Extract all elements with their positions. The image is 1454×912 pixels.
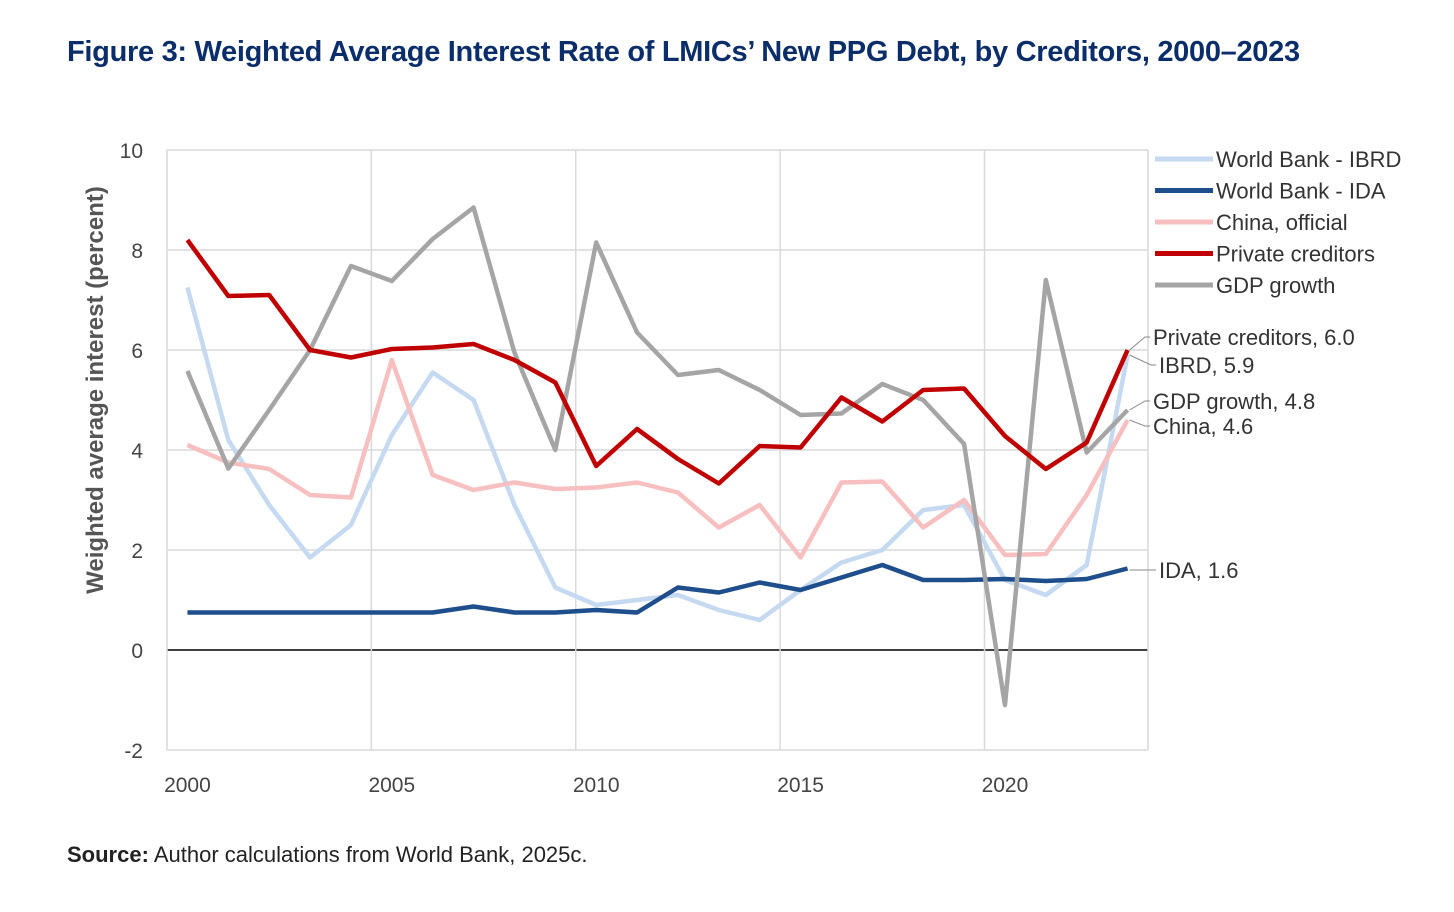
series-line-world-bank-ibrd: [185, 286, 1130, 623]
series-line-world-bank-ida: [187, 562, 1129, 615]
y-tick-label: 10: [120, 140, 143, 163]
annotation-label: IBRD, 5.9: [1159, 353, 1254, 378]
y-tick-label: 0: [131, 640, 143, 663]
legend-label: GDP growth: [1216, 273, 1335, 298]
source-label: Source:: [67, 842, 149, 867]
series-line-private-creditors: [185, 238, 1130, 486]
annotation-label: China, 4.6: [1153, 414, 1253, 439]
y-tick-label: 6: [131, 340, 143, 363]
source-note: Source: Author calculations from World B…: [67, 842, 588, 868]
annotation-label: GDP growth, 4.8: [1153, 389, 1315, 414]
annotation-leader: [1129, 354, 1156, 366]
x-tick-label: 2010: [573, 774, 620, 797]
y-tick-label: 8: [131, 240, 143, 263]
series-line-china-official: [186, 357, 1130, 560]
annotation-label: Private creditors, 6.0: [1153, 325, 1355, 350]
annotation-leader: [1129, 400, 1150, 411]
series-line-gdp-growth: [185, 205, 1130, 708]
x-tick-label: 2000: [164, 774, 211, 797]
legend-label: World Bank - IBRD: [1216, 147, 1401, 172]
annotation-leader: [1129, 419, 1150, 427]
legend-label: China, official: [1216, 210, 1348, 235]
y-tick-label: 4: [131, 440, 143, 463]
legend-label: Private creditors: [1216, 242, 1375, 267]
source-text: Author calculations from World Bank, 202…: [148, 842, 588, 867]
y-tick-label: 2: [131, 540, 143, 563]
chart-title: Figure 3: Weighted Average Interest Rate…: [67, 36, 1300, 68]
annotation-leader: [1129, 336, 1150, 351]
x-tick-label: 2020: [982, 774, 1029, 797]
y-axis-label: Weighted average interest (percent): [82, 186, 109, 594]
x-tick-label: 2015: [777, 774, 824, 797]
annotation-label: IDA, 1.6: [1159, 558, 1238, 583]
y-tick-label: -2: [124, 740, 143, 763]
legend-label: World Bank - IDA: [1216, 179, 1386, 204]
x-tick-label: 2005: [368, 774, 415, 797]
